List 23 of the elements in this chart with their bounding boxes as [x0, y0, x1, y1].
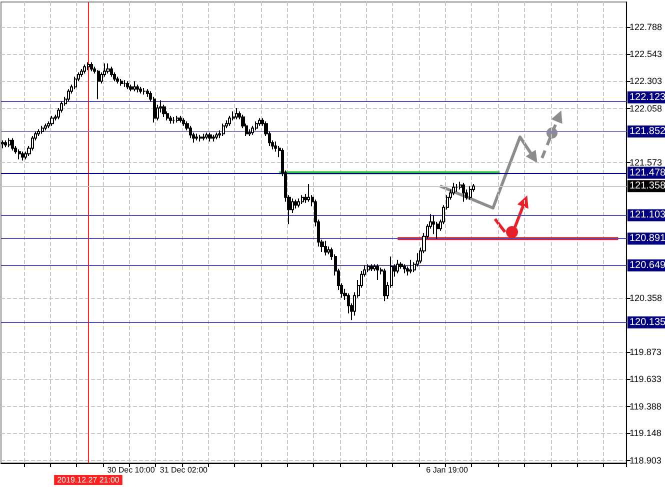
y-tick-label: 121.573	[629, 157, 662, 168]
ref-line-label: 120.891	[629, 233, 665, 244]
ref-line-label: 121.358	[629, 180, 665, 192]
y-tick-label: 122.788	[629, 22, 662, 32]
y-tick-label: 119.633	[629, 374, 662, 384]
ref-line-label: 120.135	[629, 316, 665, 328]
ref-line-label: 122.123	[629, 92, 665, 103]
ref-line-label: 121.103	[629, 210, 665, 221]
ref-line-label: 121.478	[629, 167, 665, 178]
y-tick-label: 122.058	[629, 103, 662, 114]
x-tick-label: 30 Dec 10:00	[107, 466, 156, 474]
y-tick-label: 119.148	[629, 428, 662, 438]
y-tick-label: 122.303	[629, 76, 662, 86]
y-tick-label: 120.358	[629, 293, 662, 304]
x-tick-label: 2019.12.27 21:00	[57, 476, 120, 484]
ref-line-label: 121.852	[629, 126, 665, 137]
x-tick-label: 31 Dec 02:00	[160, 466, 208, 474]
ref-line-label: 120.649	[629, 260, 665, 271]
x-tick-label: 6 Jan 19:00	[426, 466, 469, 474]
y-tick-label: 119.873	[629, 347, 662, 358]
y-tick-label: 122.543	[629, 49, 662, 60]
y-tick-label: 119.388	[629, 401, 662, 412]
y-tick-label: 118.903	[629, 455, 662, 466]
